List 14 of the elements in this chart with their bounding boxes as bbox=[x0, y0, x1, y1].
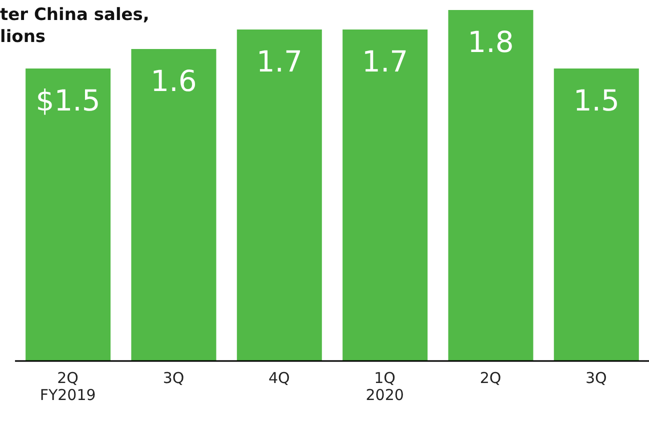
x-tick-label: 2Q bbox=[480, 369, 502, 387]
data-label: 1.5 bbox=[573, 84, 620, 118]
x-tick-label: 4Q bbox=[268, 369, 290, 387]
x-tick-label: 3Q bbox=[162, 369, 184, 387]
data-label: 1.6 bbox=[150, 64, 197, 98]
chart-title: ter China sales, bbox=[0, 4, 150, 26]
data-label: 1.8 bbox=[468, 25, 514, 59]
data-label: 1.7 bbox=[362, 44, 408, 78]
text: lions bbox=[0, 26, 47, 48]
data-label: $1.5 bbox=[36, 84, 100, 118]
x-tick-label: 3Q bbox=[585, 369, 607, 387]
x-tick-label: 1Q 2020 bbox=[366, 369, 404, 404]
x-tick-label: 2Q FY2019 bbox=[40, 369, 96, 404]
data-label: 1.7 bbox=[256, 44, 302, 78]
